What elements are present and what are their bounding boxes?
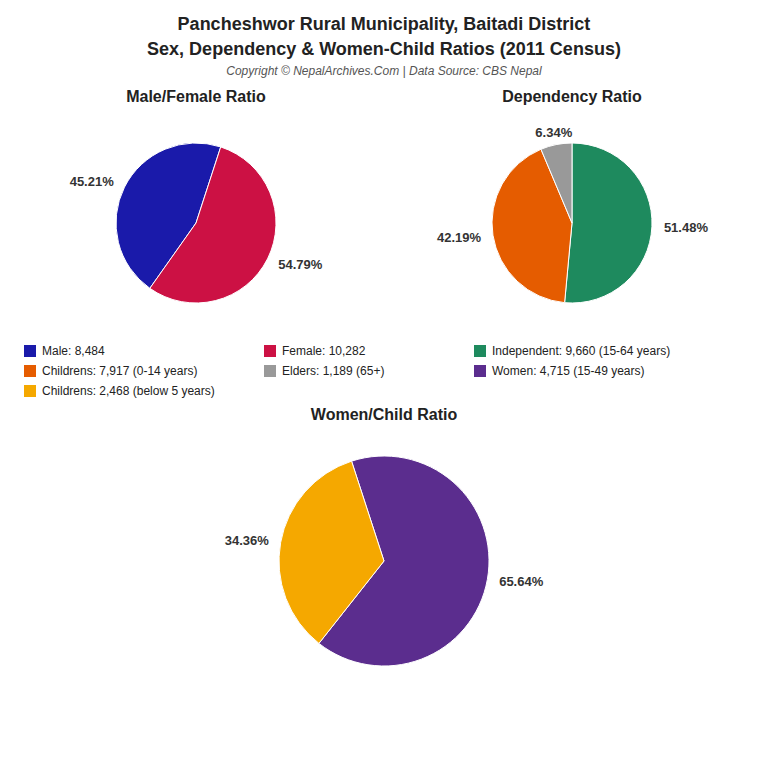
svg-text:54.79%: 54.79%	[278, 257, 323, 272]
html-text:Copyright © NepalArchives.Com: Copyright © NepalArchives.Com | Data Sou…	[226, 64, 542, 78]
html-text:Childrens: 2,468 (below 5 year: Childrens: 2,468 (below 5 years)	[42, 384, 215, 398]
svg-text:45.21%: 45.21%	[70, 174, 115, 189]
html-text:Male/Female Ratio: Male/Female Ratio	[126, 88, 266, 105]
html-text:Dependency Ratio: Dependency Ratio	[502, 88, 642, 105]
html-text:Childrens: 7,917 (0-14 years): Childrens: 7,917 (0-14 years)	[42, 364, 198, 378]
svg-text:34.36%: 34.36%	[225, 533, 270, 548]
html-text:Sex, Dependency & Women-Child: Sex, Dependency & Women-Child Ratios (20…	[147, 39, 621, 59]
html-text:Female: 10,282: Female: 10,282	[282, 344, 366, 358]
html-text:Pancheshwor Rural Municipality: Pancheshwor Rural Municipality, Baitadi …	[177, 14, 591, 34]
html-text:Elders: 1,189 (65+): Elders: 1,189 (65+)	[282, 364, 385, 378]
svg-text:51.48%: 51.48%	[664, 220, 709, 235]
html-text:Male: 8,484: Male: 8,484	[42, 344, 105, 358]
html-text:Women/Child Ratio: Women/Child Ratio	[310, 406, 458, 423]
html-text:Independent: 9,660 (15-64 year: Independent: 9,660 (15-64 years)	[492, 344, 671, 358]
svg-text:6.34%: 6.34%	[535, 125, 572, 140]
svg-text:42.19%: 42.19%	[437, 230, 482, 245]
svg-text:65.64%: 65.64%	[499, 574, 544, 589]
html-text:Women: 4,715 (15-49 years): Women: 4,715 (15-49 years)	[492, 364, 645, 378]
